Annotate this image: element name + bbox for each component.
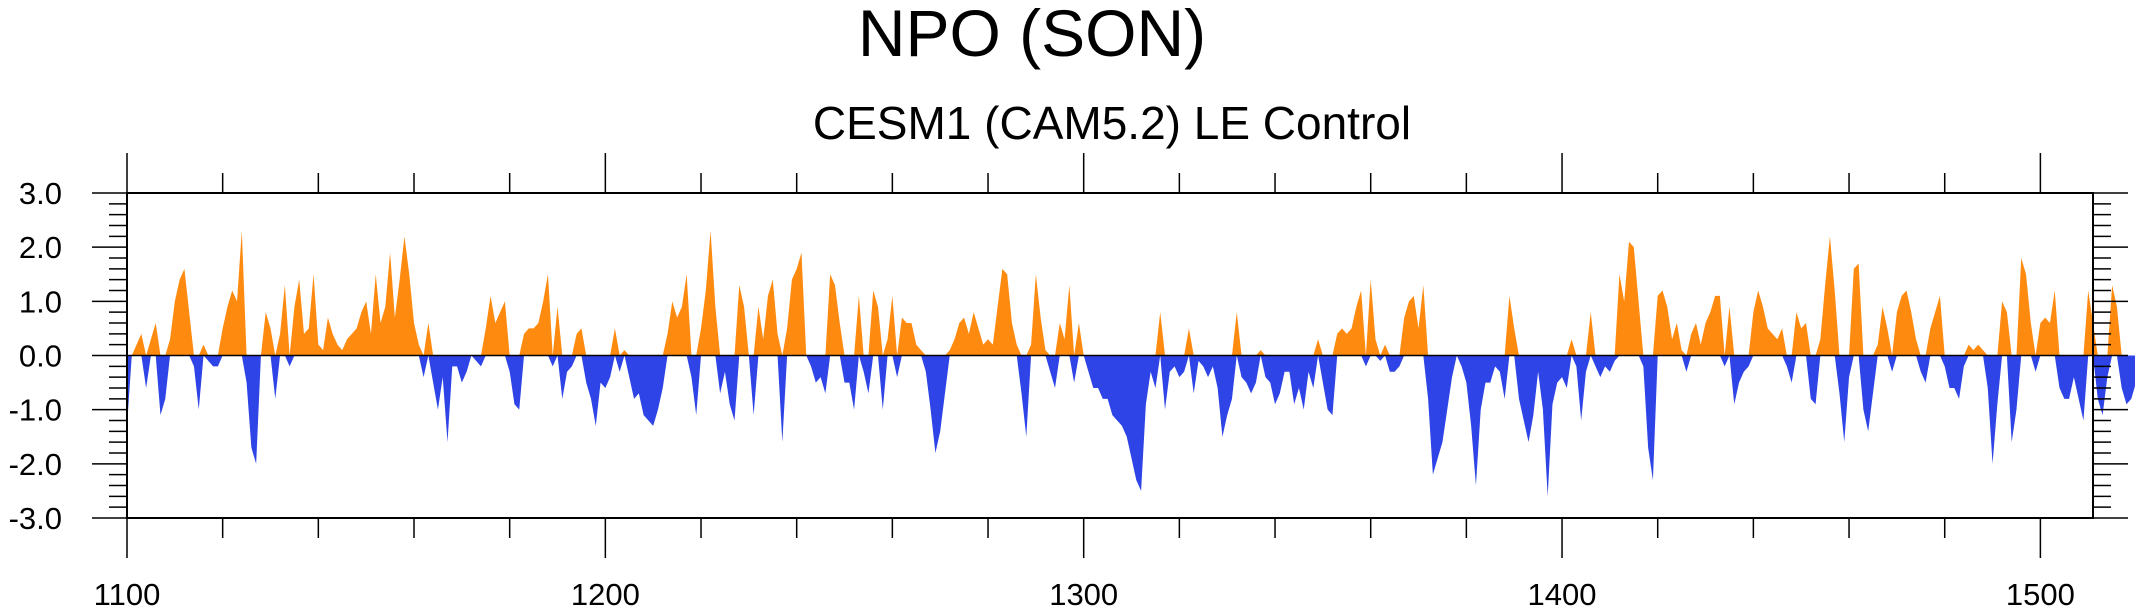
y-tick-label: 2.0 (19, 230, 62, 265)
chart-subtitle: CESM1 (CAM5.2) LE Control (813, 97, 1411, 149)
x-tick-label: 1100 (94, 577, 161, 612)
y-axis-ticks (92, 192, 2128, 519)
x-tick-label: 1300 (1049, 577, 1118, 612)
y-tick-label: -3.0 (9, 501, 62, 536)
npo-area-series (127, 230, 2135, 497)
x-tick-label: 1200 (571, 577, 640, 612)
y-tick-label: 3.0 (19, 176, 62, 211)
positive-anomaly-area (127, 230, 2135, 356)
x-tick-label: 1400 (1528, 577, 1597, 612)
chart-title: NPO (SON) (858, 0, 1206, 70)
x-axis-ticks (126, 153, 2042, 558)
y-tick-label: 0.0 (19, 339, 62, 374)
y-tick-label: -1.0 (9, 393, 62, 428)
y-axis-tick-labels: 3.0 2.0 1.0 0.0 -1.0 -2.0 -3.0 (9, 176, 62, 536)
y-tick-label: -2.0 (9, 447, 62, 482)
negative-anomaly-area (127, 355, 2135, 497)
x-axis-tick-labels: 1100 1200 1300 1400 1500 (94, 577, 2075, 612)
x-tick-label: 1500 (2006, 577, 2075, 612)
y-tick-label: 1.0 (19, 284, 62, 319)
